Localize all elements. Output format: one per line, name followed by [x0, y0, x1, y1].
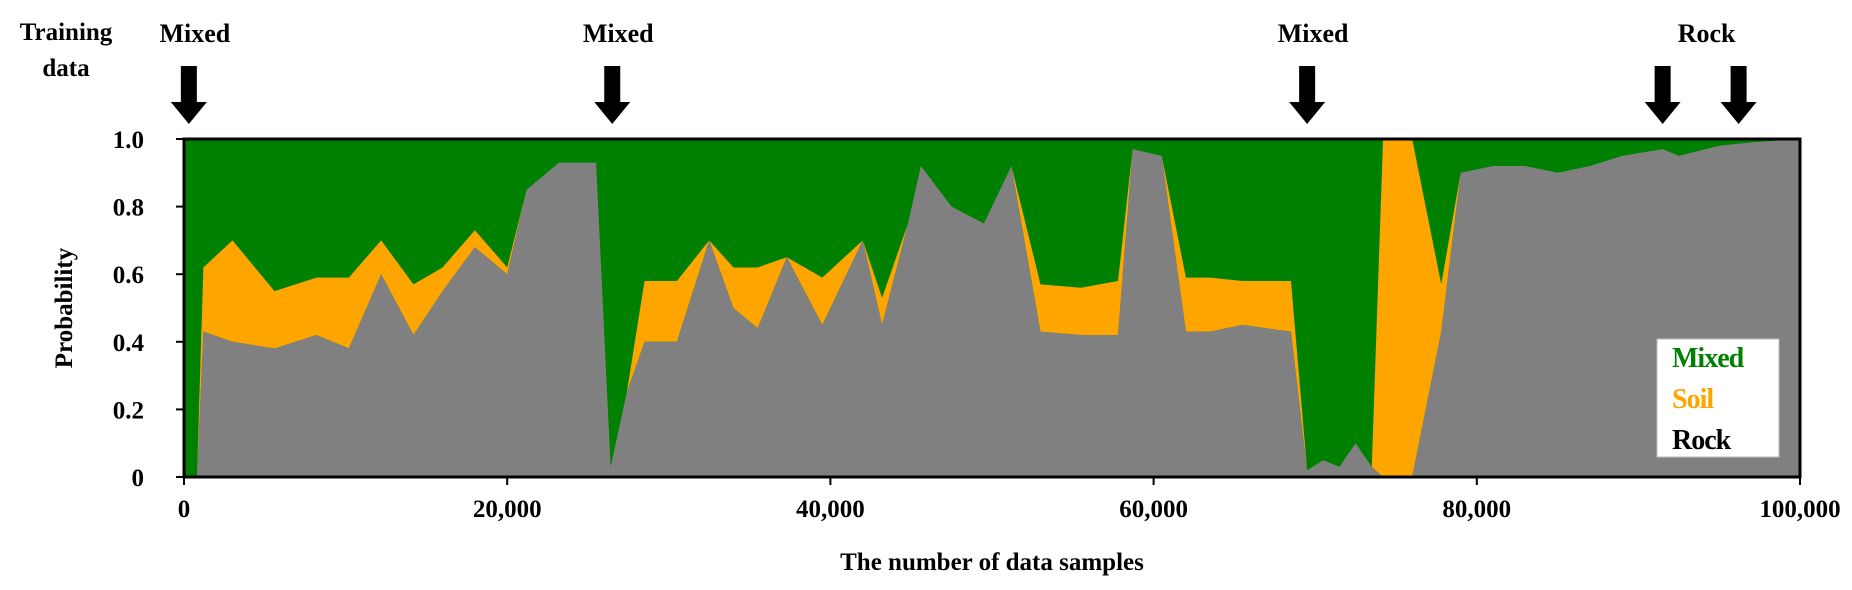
- y-tick-label: 0.6: [113, 262, 144, 289]
- training-data-class-label: Mixed: [583, 19, 654, 48]
- training-data-label: Training: [20, 19, 113, 46]
- y-tick-label: 0.4: [113, 330, 145, 357]
- y-axis: 0 0.2 0.4 0.6 0.8 1.0: [113, 127, 184, 492]
- y-tick-label: 0.8: [113, 195, 144, 222]
- y-tick-label: 1.0: [113, 127, 144, 154]
- training-data-class-label: Mixed: [1278, 19, 1349, 48]
- plot-frame: [182, 137, 1802, 479]
- training-data-label: data: [42, 55, 90, 82]
- down-arrow-icon: [1289, 66, 1326, 124]
- x-axis: 0 20,000 40,000 60,000 80,000 100,000: [178, 477, 1841, 523]
- x-tick-label: 60,000: [1119, 496, 1188, 523]
- x-tick-label: 80,000: [1442, 496, 1511, 523]
- stacked-areas: [184, 139, 1800, 477]
- x-axis-label: The number of data samples: [840, 549, 1144, 576]
- down-arrow-icon: [170, 66, 207, 124]
- y-tick-label: 0.2: [113, 397, 144, 424]
- legend-entry: Rock: [1672, 425, 1732, 456]
- down-arrow-icon: [1720, 66, 1757, 124]
- down-arrow-icon: [1644, 66, 1681, 124]
- x-tick-label: 40,000: [796, 496, 865, 523]
- training-data-annotations: Training data Mixed Mixed Mixed Rock: [20, 19, 1757, 124]
- x-tick-label: 100,000: [1759, 496, 1840, 523]
- y-tick-label: 0: [132, 465, 145, 492]
- training-data-class-label: Rock: [1678, 19, 1736, 48]
- legend-box: [1656, 338, 1780, 458]
- x-tick-label: 20,000: [473, 496, 542, 523]
- y-axis-label: Probability: [51, 247, 78, 368]
- series-soil-area: [184, 139, 1800, 477]
- legend-entry: Mixed: [1672, 343, 1745, 374]
- legend-entry: Soil: [1672, 384, 1714, 415]
- down-arrow-icon: [594, 66, 631, 124]
- x-tick-label: 0: [178, 496, 191, 523]
- legend: Mixed Soil Rock: [1656, 338, 1780, 458]
- training-data-class-label: Mixed: [159, 19, 230, 48]
- series-rock-area: [184, 139, 1800, 477]
